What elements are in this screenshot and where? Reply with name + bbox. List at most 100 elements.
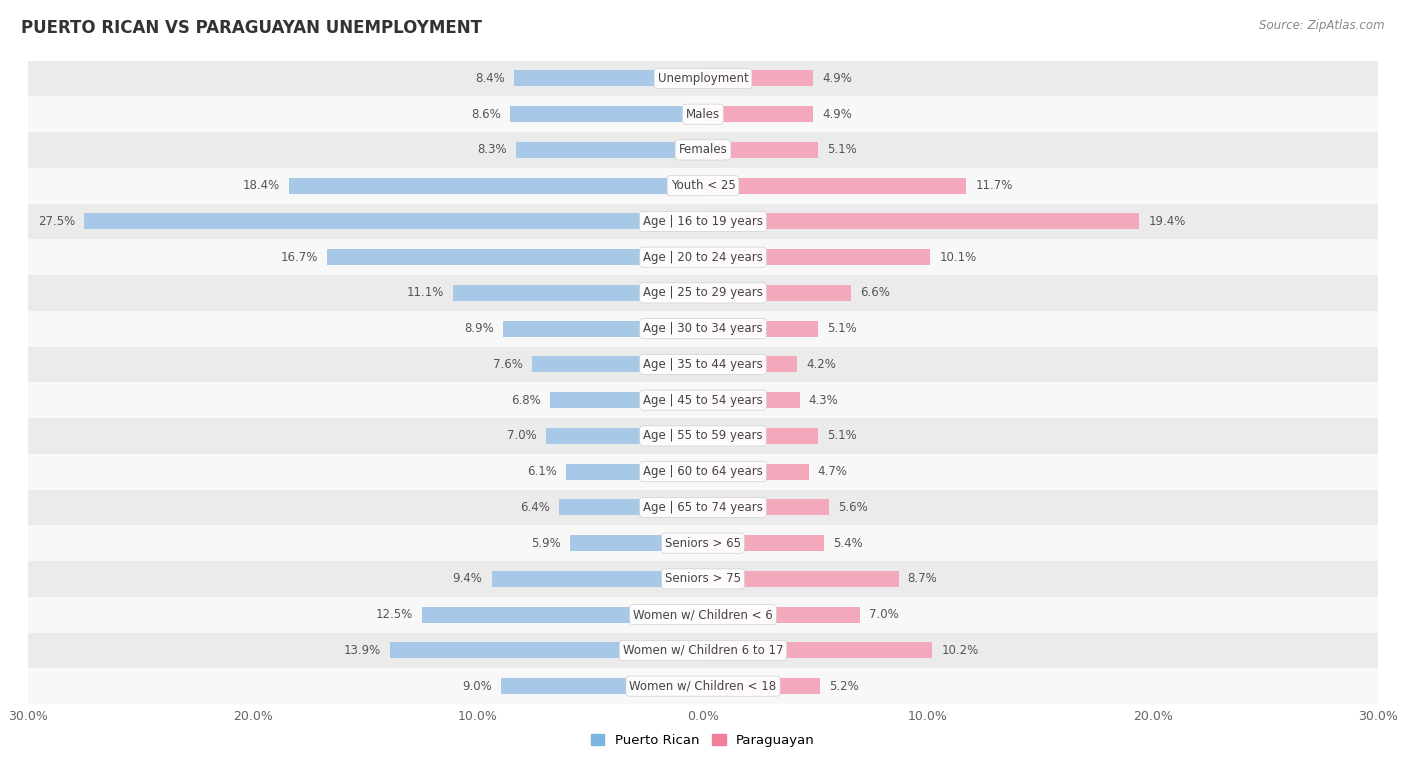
Bar bbox=[703, 357, 797, 372]
Text: Women w/ Children < 18: Women w/ Children < 18 bbox=[630, 680, 776, 693]
Text: 8.7%: 8.7% bbox=[908, 572, 938, 585]
Bar bbox=[509, 106, 703, 122]
Text: 10.2%: 10.2% bbox=[942, 644, 979, 657]
Text: 6.8%: 6.8% bbox=[512, 394, 541, 407]
Bar bbox=[28, 275, 1378, 311]
Bar bbox=[28, 490, 1378, 525]
Text: 11.7%: 11.7% bbox=[976, 179, 1012, 192]
Bar bbox=[28, 168, 1378, 204]
Bar bbox=[290, 178, 703, 194]
Bar bbox=[28, 311, 1378, 347]
Bar bbox=[28, 61, 1378, 96]
Text: 8.4%: 8.4% bbox=[475, 72, 505, 85]
Bar bbox=[703, 249, 931, 265]
Bar bbox=[28, 561, 1378, 597]
Bar bbox=[703, 285, 852, 301]
Text: 5.4%: 5.4% bbox=[834, 537, 863, 550]
Bar bbox=[28, 453, 1378, 490]
Text: 7.0%: 7.0% bbox=[506, 429, 537, 442]
Text: 5.2%: 5.2% bbox=[830, 680, 859, 693]
Text: Age | 30 to 34 years: Age | 30 to 34 years bbox=[643, 322, 763, 335]
Bar bbox=[28, 347, 1378, 382]
Text: Age | 55 to 59 years: Age | 55 to 59 years bbox=[643, 429, 763, 442]
Bar bbox=[571, 535, 703, 551]
Bar bbox=[703, 606, 860, 623]
Text: Males: Males bbox=[686, 107, 720, 120]
Text: 8.6%: 8.6% bbox=[471, 107, 501, 120]
Bar bbox=[422, 606, 703, 623]
Bar bbox=[703, 178, 966, 194]
Text: Youth < 25: Youth < 25 bbox=[671, 179, 735, 192]
Bar bbox=[703, 678, 820, 694]
Bar bbox=[703, 70, 813, 86]
Text: 19.4%: 19.4% bbox=[1149, 215, 1185, 228]
Text: 4.9%: 4.9% bbox=[823, 72, 852, 85]
Bar bbox=[703, 571, 898, 587]
Text: Age | 25 to 29 years: Age | 25 to 29 years bbox=[643, 286, 763, 300]
Text: 16.7%: 16.7% bbox=[281, 251, 318, 263]
Text: 5.6%: 5.6% bbox=[838, 501, 868, 514]
Bar bbox=[453, 285, 703, 301]
Text: PUERTO RICAN VS PARAGUAYAN UNEMPLOYMENT: PUERTO RICAN VS PARAGUAYAN UNEMPLOYMENT bbox=[21, 19, 482, 37]
Text: 10.1%: 10.1% bbox=[939, 251, 976, 263]
Legend: Puerto Rican, Paraguayan: Puerto Rican, Paraguayan bbox=[586, 728, 820, 752]
Bar bbox=[565, 463, 703, 480]
Bar bbox=[28, 418, 1378, 453]
Text: 7.0%: 7.0% bbox=[869, 608, 900, 621]
Bar bbox=[560, 500, 703, 516]
Text: 8.3%: 8.3% bbox=[478, 143, 508, 157]
Text: Seniors > 75: Seniors > 75 bbox=[665, 572, 741, 585]
Bar bbox=[28, 382, 1378, 418]
Text: Source: ZipAtlas.com: Source: ZipAtlas.com bbox=[1260, 19, 1385, 32]
Bar bbox=[28, 204, 1378, 239]
Bar bbox=[703, 428, 818, 444]
Text: 12.5%: 12.5% bbox=[375, 608, 413, 621]
Bar bbox=[703, 213, 1139, 229]
Text: Age | 45 to 54 years: Age | 45 to 54 years bbox=[643, 394, 763, 407]
Bar bbox=[703, 392, 800, 408]
Text: 5.1%: 5.1% bbox=[827, 322, 856, 335]
Bar bbox=[703, 463, 808, 480]
Bar bbox=[516, 142, 703, 158]
Text: Age | 16 to 19 years: Age | 16 to 19 years bbox=[643, 215, 763, 228]
Text: 6.6%: 6.6% bbox=[860, 286, 890, 300]
Text: 5.1%: 5.1% bbox=[827, 429, 856, 442]
Text: Unemployment: Unemployment bbox=[658, 72, 748, 85]
Bar bbox=[28, 239, 1378, 275]
Bar bbox=[28, 668, 1378, 704]
Bar bbox=[391, 643, 703, 659]
Text: 27.5%: 27.5% bbox=[38, 215, 76, 228]
Bar bbox=[501, 678, 703, 694]
Bar bbox=[703, 500, 830, 516]
Bar bbox=[703, 321, 818, 337]
Bar bbox=[28, 132, 1378, 168]
Text: Women w/ Children 6 to 17: Women w/ Children 6 to 17 bbox=[623, 644, 783, 657]
Text: 11.1%: 11.1% bbox=[406, 286, 444, 300]
Text: Seniors > 65: Seniors > 65 bbox=[665, 537, 741, 550]
Text: 18.4%: 18.4% bbox=[243, 179, 280, 192]
Bar bbox=[703, 535, 824, 551]
Text: 9.0%: 9.0% bbox=[461, 680, 492, 693]
Text: 9.4%: 9.4% bbox=[453, 572, 482, 585]
Bar bbox=[703, 643, 932, 659]
Text: 4.7%: 4.7% bbox=[818, 465, 848, 478]
Bar bbox=[492, 571, 703, 587]
Bar bbox=[546, 428, 703, 444]
Text: Women w/ Children < 6: Women w/ Children < 6 bbox=[633, 608, 773, 621]
Bar bbox=[550, 392, 703, 408]
Bar bbox=[531, 357, 703, 372]
Text: Age | 60 to 64 years: Age | 60 to 64 years bbox=[643, 465, 763, 478]
Bar bbox=[503, 321, 703, 337]
Text: 5.1%: 5.1% bbox=[827, 143, 856, 157]
Text: 6.4%: 6.4% bbox=[520, 501, 550, 514]
Text: Age | 20 to 24 years: Age | 20 to 24 years bbox=[643, 251, 763, 263]
Text: 7.6%: 7.6% bbox=[494, 358, 523, 371]
Text: 4.9%: 4.9% bbox=[823, 107, 852, 120]
Bar bbox=[28, 597, 1378, 633]
Bar bbox=[328, 249, 703, 265]
Text: Females: Females bbox=[679, 143, 727, 157]
Bar bbox=[703, 142, 818, 158]
Bar bbox=[28, 525, 1378, 561]
Bar bbox=[515, 70, 703, 86]
Text: 5.9%: 5.9% bbox=[531, 537, 561, 550]
